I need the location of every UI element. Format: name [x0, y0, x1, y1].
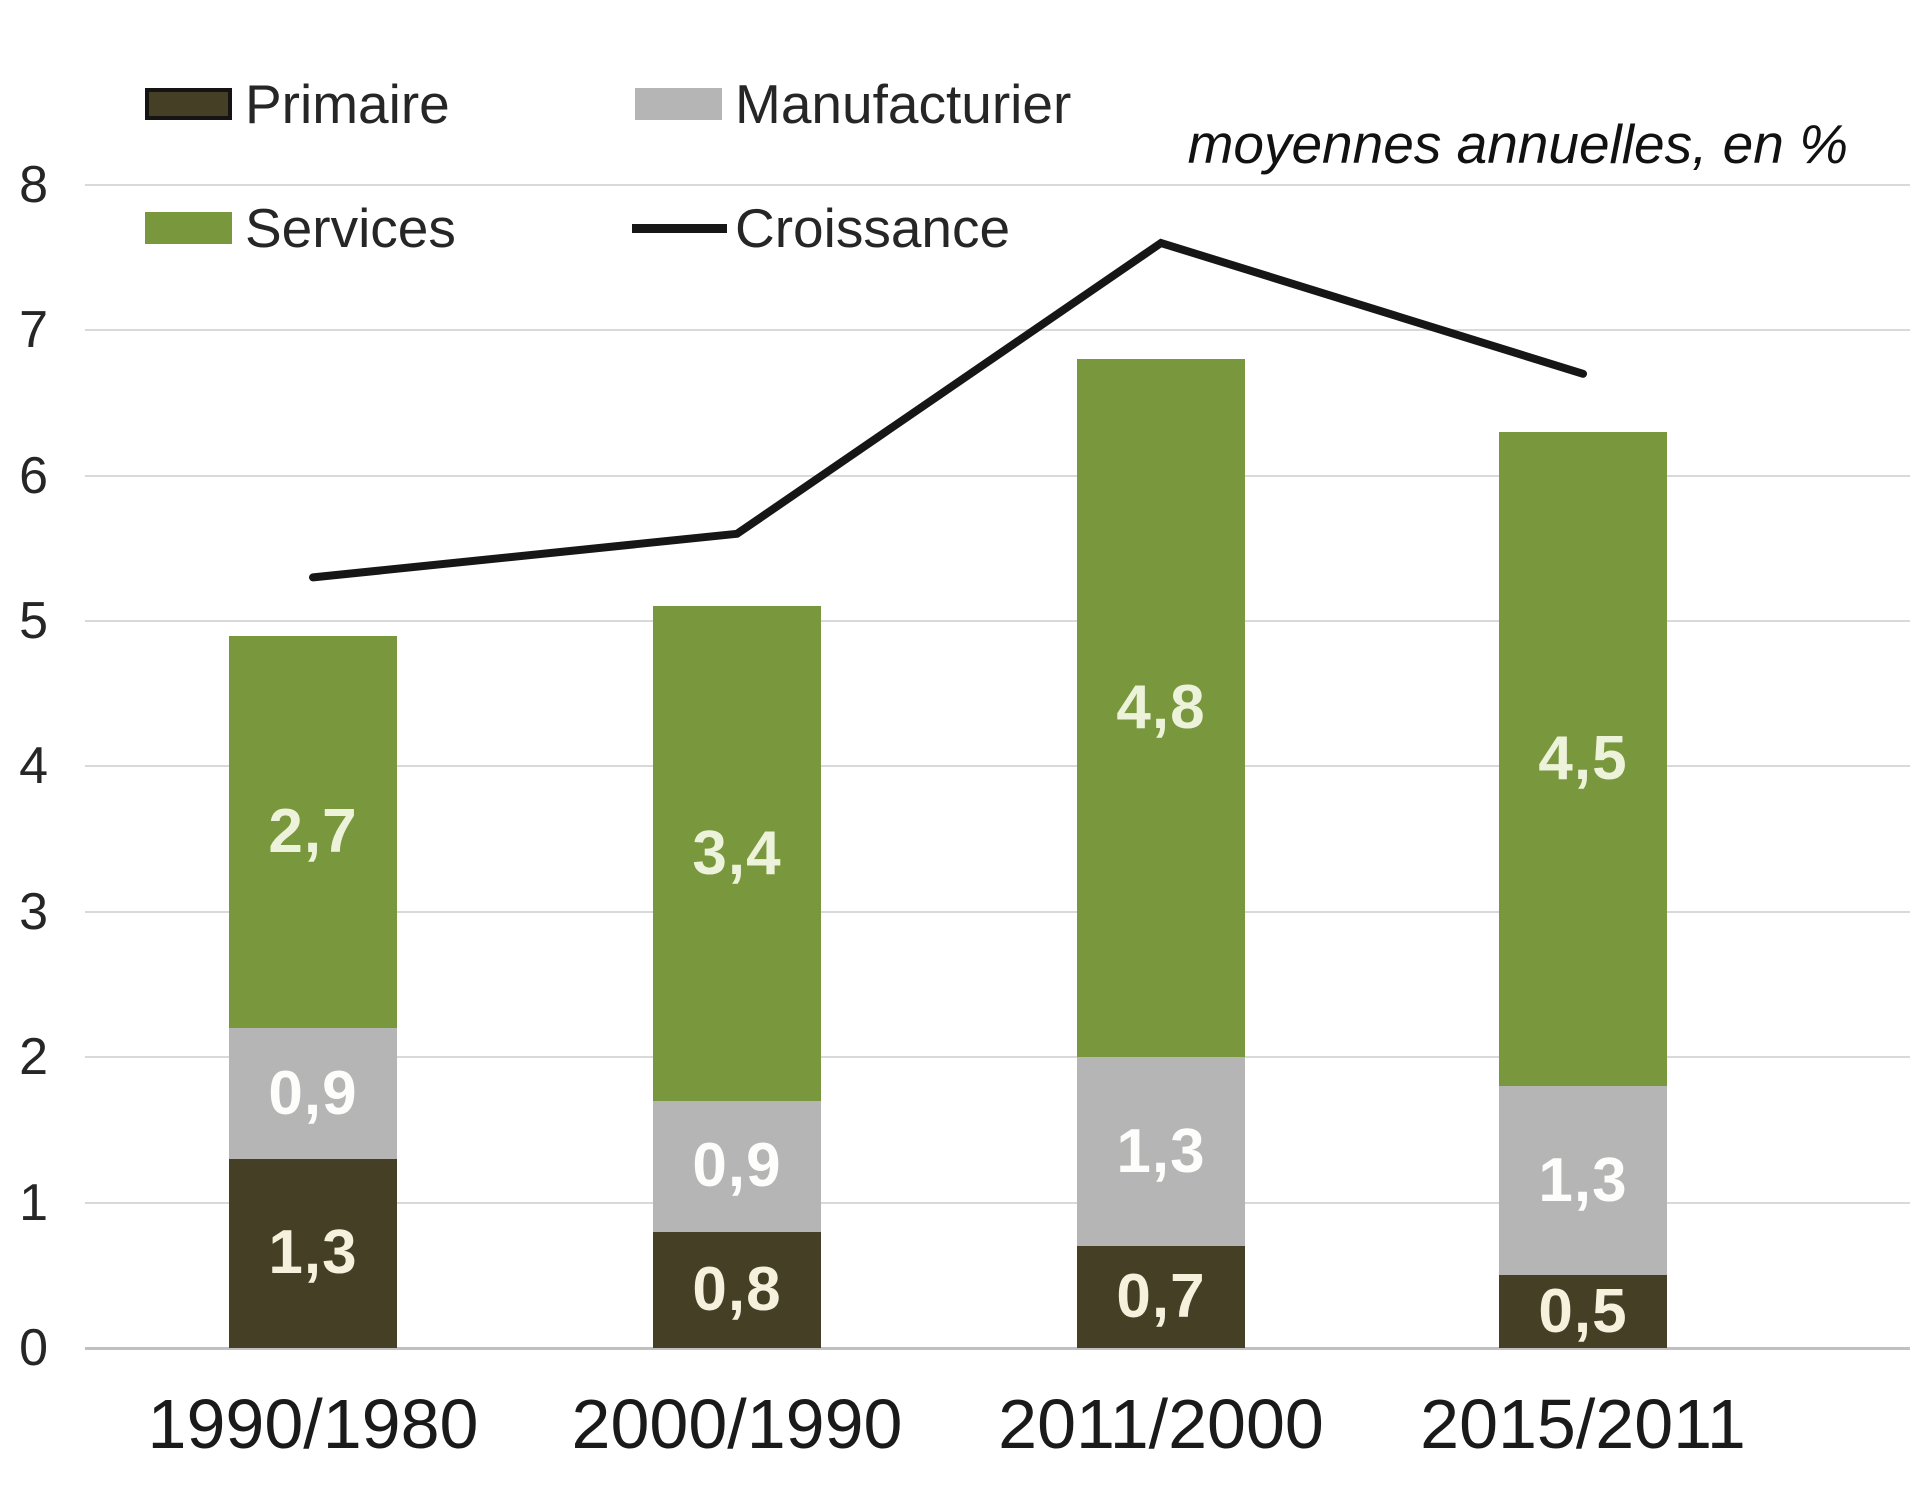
- legend-label-services: Services: [245, 197, 456, 259]
- y-tick-label-7: 7: [19, 301, 48, 360]
- gridline-y5: [85, 620, 1910, 622]
- legend-label-manufacturier: Manufacturier: [735, 73, 1072, 135]
- gridline-y3: [85, 910, 1910, 913]
- y-tick-label-4: 4: [19, 737, 48, 796]
- data-label-manufacturier-2011-2000: 1,3: [1116, 1116, 1206, 1186]
- legend-item-services: Services: [145, 196, 456, 260]
- gridline-y8: [85, 183, 1910, 186]
- x-category-label-1990-1980: 1990/1980: [147, 1385, 479, 1463]
- gridline-y1: [85, 1201, 1910, 1204]
- y-tick-label-1: 1: [19, 1173, 48, 1232]
- y-tick-label-3: 3: [19, 882, 48, 941]
- gridline-y6: [85, 474, 1910, 477]
- data-label-primaire-2015-2011: 0,5: [1538, 1276, 1628, 1346]
- x-category-label-2011-2000: 2011/2000: [998, 1385, 1324, 1463]
- bar-segment-manufacturier-2015-2011: [1499, 1086, 1667, 1276]
- gridline-y7: [85, 329, 1910, 332]
- primaire-swatch-icon: [145, 88, 232, 120]
- legend-label-primaire: Primaire: [245, 73, 450, 135]
- legend-item-primaire: Primaire: [145, 72, 450, 136]
- legend-item-manufacturier: Manufacturier: [635, 72, 1071, 136]
- data-label-primaire-2000-1990: 0,8: [692, 1254, 782, 1324]
- chart-annotation: moyennes annuelles, en %: [1187, 113, 1848, 175]
- data-label-manufacturier-1990-1980: 0,9: [268, 1058, 358, 1128]
- gridline-y0: [85, 1347, 1910, 1350]
- y-tick-label-2: 2: [19, 1028, 48, 1087]
- bar-segment-manufacturier-1990-1980: [229, 1028, 397, 1159]
- legend-label-croissance: Croissance: [735, 197, 1011, 259]
- bar-segment-manufacturier-2000-1990: [653, 1100, 821, 1232]
- legend-item-croissance: Croissance: [632, 196, 1010, 260]
- y-tick-label-8: 8: [19, 155, 48, 214]
- data-label-services-2011-2000: 4,8: [1116, 673, 1206, 743]
- bar-segment-primaire-1990-1980: [229, 1158, 397, 1348]
- bar-segment-services-2000-1990: [653, 606, 821, 1101]
- bar-segment-services-1990-1980: [229, 635, 397, 1029]
- croissance-line: [309, 238, 1587, 582]
- data-label-manufacturier-2000-1990: 0,9: [692, 1131, 782, 1201]
- gridline-y4: [85, 765, 1910, 768]
- y-tick-label-5: 5: [19, 592, 48, 650]
- manufacturier-swatch-icon: [635, 88, 722, 120]
- x-category-label-2000-1990: 2000/1990: [571, 1385, 903, 1463]
- data-label-services-1990-1980: 2,7: [268, 796, 358, 866]
- services-swatch-icon: [145, 212, 232, 244]
- y-tick-label-6: 6: [19, 446, 48, 505]
- data-label-primaire-2011-2000: 0,7: [1116, 1262, 1206, 1332]
- data-label-services-2015-2011: 4,5: [1538, 724, 1628, 794]
- data-label-primaire-1990-1980: 1,3: [268, 1218, 358, 1288]
- bar-segment-manufacturier-2011-2000: [1077, 1057, 1245, 1247]
- bar-segment-primaire-2011-2000: [1077, 1246, 1245, 1348]
- data-label-manufacturier-2015-2011: 1,3: [1538, 1145, 1628, 1215]
- croissance-line-swatch-icon: [632, 223, 727, 233]
- data-label-services-2000-1990: 3,4: [692, 818, 782, 888]
- bar-segment-services-2011-2000: [1077, 359, 1245, 1058]
- y-tick-label-0: 0: [19, 1319, 48, 1377]
- x-category-label-2015-2011: 2015/2011: [1420, 1385, 1746, 1463]
- bar-segment-primaire-2015-2011: [1499, 1275, 1667, 1348]
- bar-segment-primaire-2000-1990: [653, 1231, 821, 1348]
- gridline-y2: [85, 1056, 1910, 1059]
- bar-segment-services-2015-2011: [1499, 431, 1667, 1087]
